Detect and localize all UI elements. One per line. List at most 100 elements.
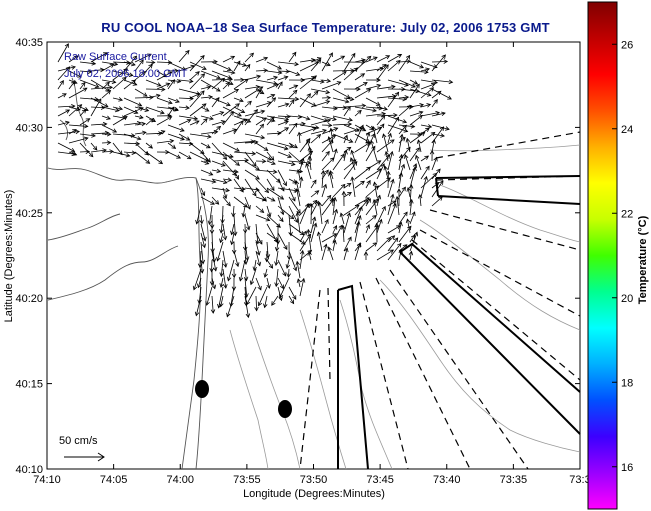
current-vector (167, 133, 186, 141)
current-vector (339, 212, 345, 225)
scale-arrow (64, 452, 105, 462)
current-vector (216, 241, 224, 262)
current-vector (350, 176, 356, 198)
current-vector (341, 190, 347, 207)
colorbar-tick-label: 24 (621, 124, 633, 136)
current-vector (387, 237, 399, 252)
current-vector (343, 105, 351, 117)
current-vector (288, 114, 303, 120)
current-vector (178, 118, 192, 126)
current-vector (398, 136, 406, 144)
current-vector (222, 128, 238, 135)
current-vector (398, 133, 404, 153)
current-vector (310, 88, 331, 95)
current-vector (200, 241, 206, 265)
current-vector (233, 97, 244, 103)
current-vector (255, 158, 267, 164)
current-vector (68, 55, 79, 63)
current-vector (277, 96, 300, 102)
current-vector (299, 124, 320, 130)
current-vector (68, 136, 89, 144)
current-vector (332, 196, 337, 216)
current-vector (382, 133, 389, 153)
current-vector (167, 79, 175, 90)
current-vector (68, 151, 78, 156)
colorbar-label: Temperature (°C) (637, 215, 649, 304)
current-vector (343, 182, 352, 189)
current-vector (321, 233, 338, 243)
current-vector (398, 153, 404, 171)
current-vector (310, 100, 331, 108)
current-vector (387, 60, 401, 72)
current-vector (266, 277, 271, 289)
current-vector (211, 97, 231, 107)
current-vector (286, 241, 292, 261)
current-vector (211, 97, 220, 108)
current-vector (332, 55, 346, 63)
current-vector (145, 79, 162, 87)
current-vector (123, 107, 144, 117)
current-vector (145, 63, 153, 72)
current-vector (244, 241, 250, 262)
current-vector (277, 69, 291, 74)
current-vector (420, 124, 433, 129)
current-vector (134, 114, 144, 120)
current-vector (207, 205, 213, 226)
current-vector (286, 268, 291, 278)
current-vector (376, 112, 398, 118)
current-vector (200, 115, 214, 121)
current-vector (321, 52, 333, 72)
current-vector (123, 61, 136, 67)
current-vector (112, 70, 134, 77)
current-vector (222, 70, 236, 75)
current-vector (123, 79, 138, 86)
current-vector (255, 68, 269, 73)
current-vector (244, 169, 260, 180)
current-vector (101, 124, 118, 133)
current-vector (222, 142, 240, 152)
current-vector (363, 251, 369, 261)
current-vector (156, 97, 173, 105)
current-vector (288, 187, 296, 202)
current-vector (376, 55, 391, 63)
current-vector (277, 81, 283, 90)
current-vector (222, 103, 240, 117)
current-vector (420, 67, 430, 72)
y-tick-label: 40:20 (15, 293, 43, 305)
current-vector (277, 187, 299, 193)
current-vector (244, 63, 251, 72)
current-vector (134, 151, 151, 164)
coastline (47, 77, 209, 470)
current-vector (167, 124, 185, 132)
current-vector (219, 232, 224, 244)
current-vector (211, 250, 218, 272)
current-vector (222, 106, 242, 117)
current-vector (365, 224, 371, 234)
current-vector (354, 142, 371, 153)
current-vector (211, 142, 228, 161)
current-vector (332, 121, 353, 127)
current-vector (90, 85, 114, 90)
current-vector (178, 133, 191, 141)
current-vector (257, 286, 268, 307)
x-axis-label: Longitude (Degrees:Minutes) (243, 488, 385, 500)
current-vector (134, 121, 146, 127)
current-vector (277, 160, 296, 167)
current-vector (431, 138, 436, 153)
current-vector (285, 259, 291, 269)
current-vector (296, 169, 301, 180)
current-vector (365, 131, 371, 144)
current-vector (299, 249, 305, 270)
current-vector (189, 120, 200, 126)
current-vector (211, 119, 226, 126)
current-vector (277, 205, 295, 220)
current-vector (244, 178, 257, 197)
current-vector (255, 214, 271, 222)
current-vector (321, 135, 337, 144)
current-vector (409, 79, 419, 85)
current-vector (79, 118, 91, 126)
current-vector (420, 103, 432, 108)
current-vector (277, 102, 290, 108)
current-vector (398, 59, 412, 64)
current-vector (431, 111, 446, 117)
